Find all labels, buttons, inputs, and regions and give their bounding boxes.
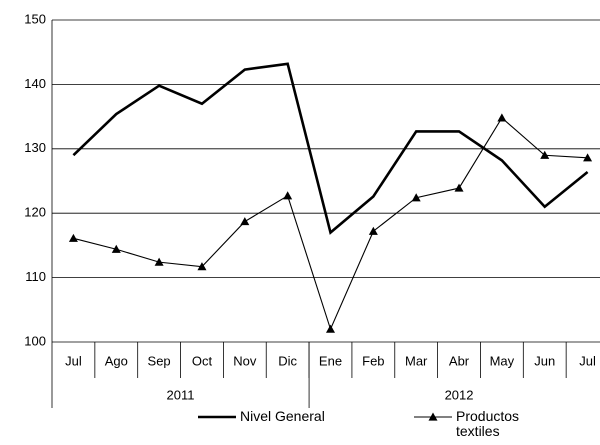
series-line	[73, 117, 588, 331]
y-tick-label: 100	[24, 333, 46, 348]
point-marker	[283, 191, 293, 200]
x-tick-label: Dic	[278, 353, 297, 368]
point-marker	[197, 262, 207, 271]
legend-marker	[428, 412, 438, 421]
x-tick-label: Abr	[449, 353, 470, 368]
x-tick-label: Ene	[319, 353, 342, 368]
point-marker	[240, 217, 250, 226]
x-tick-label: Jul	[65, 353, 82, 368]
series-line	[72, 62, 589, 235]
point-marker	[68, 233, 78, 242]
y-tick-label: 150	[24, 11, 46, 26]
point-marker	[497, 113, 507, 122]
point-marker	[154, 257, 164, 266]
legend-label: Productos textiles	[456, 408, 520, 439]
x-tick-label: Ago	[105, 353, 128, 368]
y-tick-label: 120	[24, 205, 46, 220]
x-tick-label: Nov	[233, 353, 257, 368]
point-marker	[454, 183, 464, 192]
x-tick-label: May	[490, 353, 515, 368]
point-marker	[540, 150, 550, 159]
point-marker	[111, 244, 121, 253]
point-marker	[583, 153, 593, 162]
x-tick-label: Oct	[192, 353, 213, 368]
group-label: 2012	[445, 387, 474, 402]
point-marker	[368, 226, 378, 235]
legend-label: Nivel General	[240, 408, 325, 424]
group-label: 2011	[167, 387, 195, 402]
x-tick-label: Mar	[405, 353, 428, 368]
point-marker	[411, 193, 421, 202]
y-tick-label: 110	[25, 269, 46, 284]
y-tick-label: 140	[24, 76, 46, 91]
x-tick-label: Sep	[148, 353, 171, 368]
x-tick-label: Jul	[579, 353, 596, 368]
y-tick-label: 130	[24, 140, 46, 155]
point-marker	[326, 324, 335, 333]
x-tick-label: Feb	[362, 353, 384, 368]
x-tick-label: Jun	[534, 353, 555, 368]
